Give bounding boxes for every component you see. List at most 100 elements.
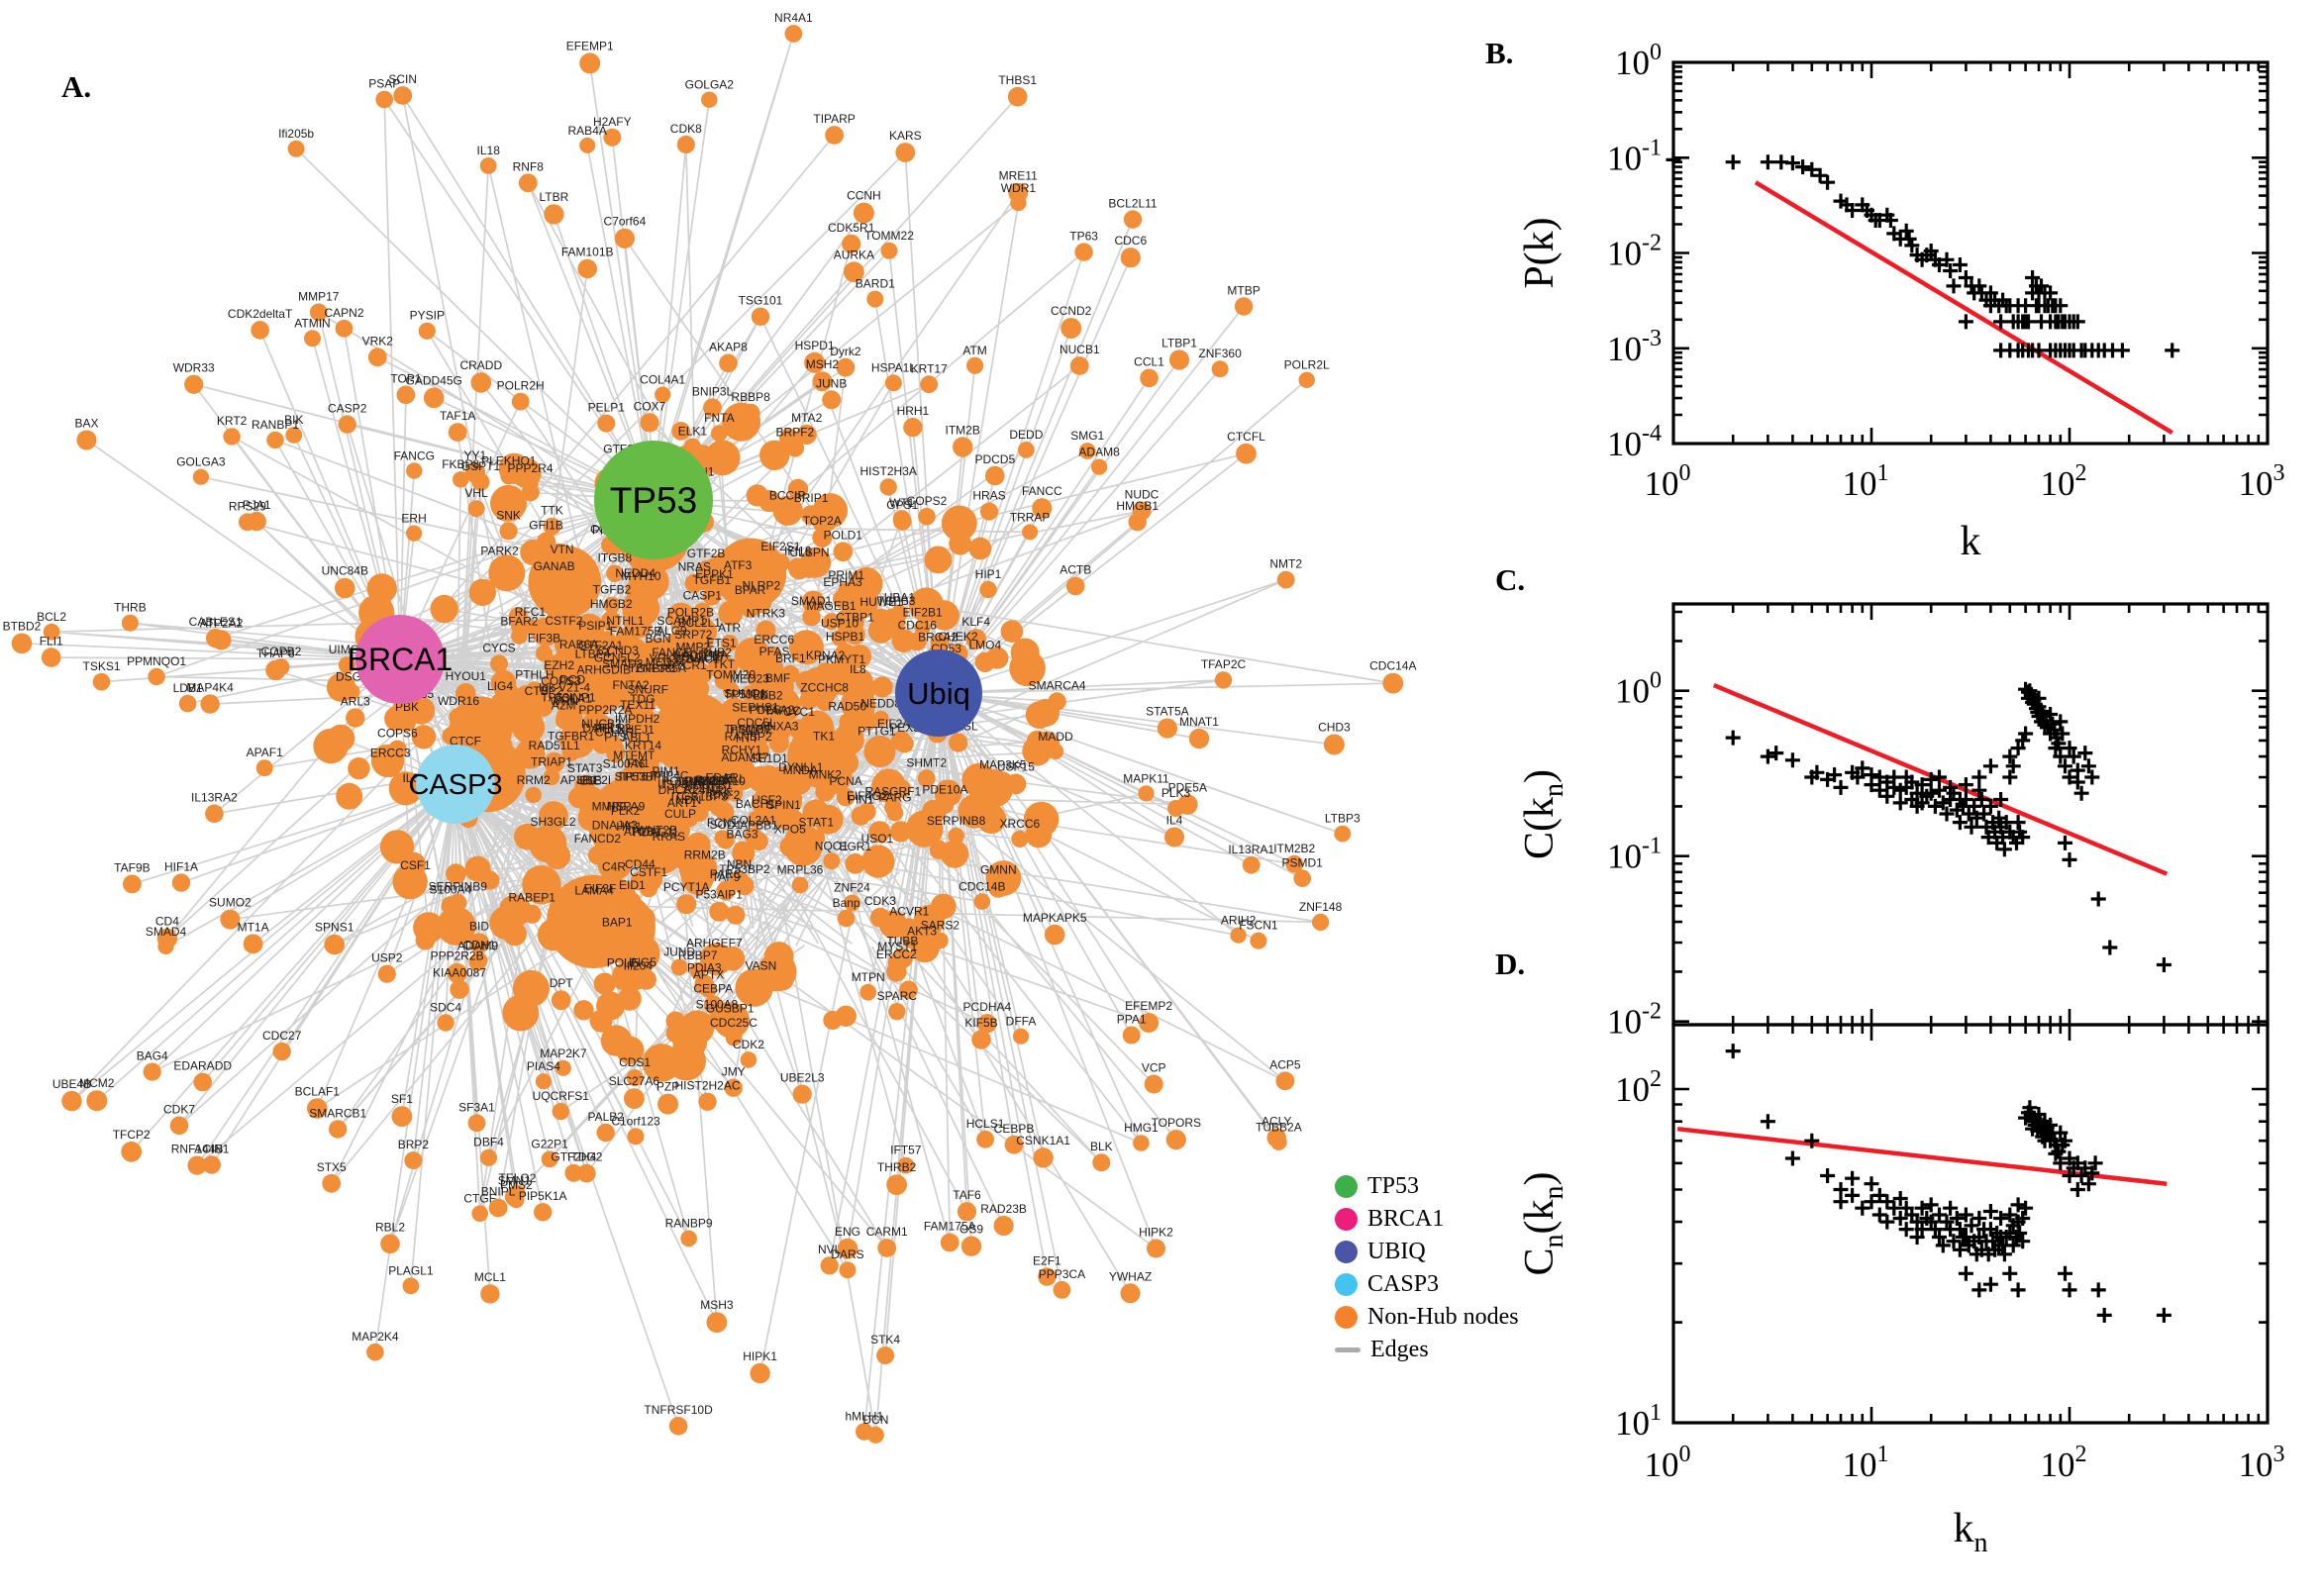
gene-label: DYNLL1 xyxy=(778,760,824,774)
x-tick-label: 102 xyxy=(2041,460,2087,503)
gene-label: TRIAP1 xyxy=(531,754,572,768)
gene-node xyxy=(779,836,801,857)
gene-node xyxy=(448,423,467,442)
gene-label: ZNF385A xyxy=(636,661,686,675)
gene-node xyxy=(192,468,209,485)
gene-node xyxy=(900,918,919,937)
gene-node xyxy=(815,743,833,760)
gene-label: FCN1 xyxy=(707,816,739,830)
gene-label: BGN xyxy=(645,632,670,646)
gene-label: ATP2A2 xyxy=(200,616,244,630)
gene-label: FKBP8 xyxy=(442,457,479,471)
gene-node xyxy=(526,681,544,699)
gene-label: TOMM22 xyxy=(864,229,914,243)
gene-label: NUCB1 xyxy=(1060,343,1100,356)
gene-node xyxy=(220,909,241,930)
gene-node xyxy=(549,906,585,943)
gene-node xyxy=(1078,443,1096,459)
gene-node xyxy=(741,685,758,702)
gene-label: YY1 xyxy=(464,449,487,462)
gene-label: MT1A xyxy=(238,920,269,934)
gene-node xyxy=(684,641,703,660)
gene-node xyxy=(1007,86,1028,107)
gene-node xyxy=(304,330,321,348)
gene-node xyxy=(671,628,691,648)
gene-node xyxy=(655,386,671,403)
gene-label: GADD45A xyxy=(672,648,728,662)
gene-node xyxy=(1010,194,1027,212)
legend-item-casp3: CASP3 xyxy=(1335,1268,1519,1301)
panel-c-label: C. xyxy=(1495,562,1526,597)
nonhub-dot-icon xyxy=(1335,1306,1358,1329)
gene-label: BRPF2 xyxy=(776,426,815,440)
gene-label: POLR2B xyxy=(667,606,714,620)
gene-node xyxy=(1004,1135,1024,1154)
gene-node xyxy=(553,555,572,576)
axis-ticks xyxy=(1673,604,2268,1025)
gene-label: PARC xyxy=(710,867,743,881)
gene-node xyxy=(1298,371,1315,388)
gene-label: CASP2 xyxy=(328,402,367,416)
gene-label: RNF8 xyxy=(513,159,545,173)
gene-label: MAP2K4 xyxy=(352,1330,399,1344)
gene-label: PPA1 xyxy=(1117,1013,1147,1027)
gene-node xyxy=(1139,1013,1160,1033)
gene-label: VASN xyxy=(746,959,777,973)
gene-node xyxy=(1334,825,1352,843)
edge-line-icon xyxy=(1335,1347,1361,1352)
gene-node xyxy=(187,1155,207,1175)
gene-node xyxy=(678,671,696,690)
gene-label: KLF4 xyxy=(961,615,990,629)
gene-label: HMGB2 xyxy=(590,597,633,611)
gene-node xyxy=(815,662,836,683)
gene-label: LDB2 xyxy=(754,688,783,702)
gene-label: Dyrk2 xyxy=(830,345,861,358)
hub-node-casp3 xyxy=(416,745,495,824)
gene-label: PYGB xyxy=(693,774,726,788)
gene-label: DCD xyxy=(559,673,585,687)
gene-label: LAMA4 xyxy=(574,884,614,898)
gene-label: ELK1 xyxy=(678,425,708,439)
gene-node xyxy=(406,462,423,479)
gene-node xyxy=(551,687,571,709)
gene-node xyxy=(726,905,746,925)
gene-label: PDIA3 xyxy=(687,961,722,975)
gene-node xyxy=(949,733,968,752)
gene-node xyxy=(338,415,356,434)
gene-node xyxy=(725,1030,743,1047)
gene-label: MMP2 xyxy=(675,641,710,654)
gene-node xyxy=(879,478,897,496)
gene-label: TP63 xyxy=(1069,229,1098,243)
gene-label: KARS xyxy=(889,129,922,143)
gene-label: FSCN1 xyxy=(1239,919,1278,933)
hub-label-tp53: TP53 xyxy=(610,480,697,521)
gene-node xyxy=(471,1205,489,1222)
gene-label: NTRK3 xyxy=(747,607,786,621)
brca1-dot-icon xyxy=(1335,1208,1358,1231)
gene-label: TAF1A xyxy=(440,409,475,423)
gene-label: VRK1 xyxy=(650,651,681,665)
gene-label: DMC1 xyxy=(686,652,720,666)
gene-label: TELO2 xyxy=(498,1171,536,1185)
gene-label: JUNB xyxy=(816,376,847,390)
gene-node xyxy=(121,1141,143,1162)
gene-node xyxy=(871,676,893,698)
gene-label: IMPDH2 xyxy=(615,712,660,726)
gene-node xyxy=(993,1215,1014,1237)
gene-node xyxy=(781,664,800,684)
gene-label: CHD3 xyxy=(1318,721,1351,735)
gene-label: C4R xyxy=(602,859,626,873)
gene-label: TP53BP1 xyxy=(617,769,668,783)
gene-node xyxy=(800,558,819,578)
gene-node xyxy=(529,825,567,863)
gene-label: E1B xyxy=(579,774,602,788)
gene-label: RANBP1 xyxy=(252,418,299,432)
gene-node xyxy=(255,759,273,777)
gene-label: CHEK2 xyxy=(938,630,977,644)
gene-label: MNK2 xyxy=(809,767,843,781)
x-tick-label: 103 xyxy=(2239,460,2285,503)
gene-label: COPS6 xyxy=(377,727,418,741)
gene-node xyxy=(450,979,469,999)
gene-node xyxy=(251,321,269,340)
gene-label: TAF9B xyxy=(114,860,150,874)
